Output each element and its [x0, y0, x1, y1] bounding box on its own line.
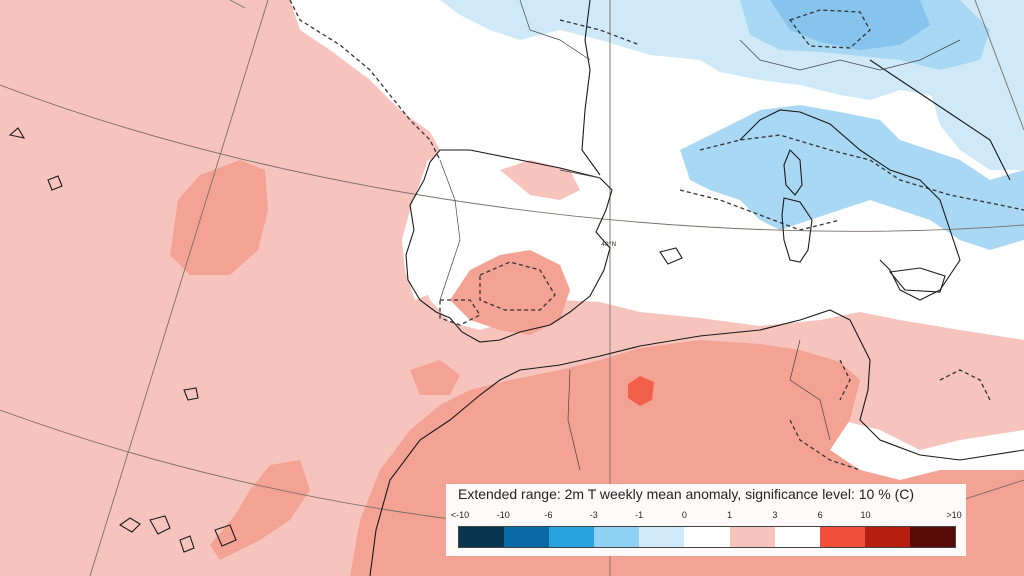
coastline-corsica — [783, 149, 803, 196]
coastline-france — [581, 0, 601, 176]
warm-anomaly-canaries — [210, 460, 310, 560]
legend-swatch — [459, 527, 505, 547]
coastlines — [8, 0, 1024, 576]
significance-contour — [289, 0, 441, 161]
border — [439, 159, 461, 301]
graticule-line — [974, 0, 1024, 131]
legend-tick-label: -1 — [635, 510, 644, 520]
significance-contour — [699, 134, 1024, 211]
legend: Extended range: 2m T weekly mean anomaly… — [446, 484, 966, 556]
coastline-sardinia — [781, 197, 813, 263]
legend-tick-label: 0 — [681, 510, 687, 520]
significance-contour — [679, 189, 841, 231]
coastline-italy — [739, 109, 961, 301]
significance-contour — [439, 299, 481, 326]
border — [559, 169, 601, 179]
warm-anomaly-sahara-spot — [628, 376, 654, 406]
legend-tick-label: <-10 — [450, 510, 470, 520]
legend-swatch — [549, 527, 595, 547]
legend-swatch — [774, 527, 820, 547]
latitude-label: 40°N — [601, 241, 616, 248]
coastline-north-africa — [369, 309, 1024, 576]
cold-anomaly-core — [770, 0, 930, 50]
legend-swatch — [729, 527, 775, 547]
coastline-iberia — [405, 149, 613, 343]
legend-tick-label: >10 — [946, 510, 962, 520]
coastline-azores — [8, 127, 199, 401]
significance-contour — [479, 261, 556, 311]
legend-tick-label: -3 — [589, 510, 598, 520]
legend-color-bar — [458, 526, 956, 548]
significance-contours — [289, 0, 1024, 471]
coastline-sicily — [888, 267, 946, 293]
legend-title: Extended range: 2m T weekly mean anomaly… — [458, 486, 915, 502]
country-borders — [439, 0, 961, 471]
border — [739, 39, 961, 71]
legend-tick-label: 10 — [860, 510, 871, 520]
coastline-canaries — [118, 515, 237, 553]
legend-tick-label: -10 — [496, 510, 510, 520]
warm-anomaly-atlas — [410, 360, 460, 395]
border — [567, 369, 581, 471]
legend-tick-label: 6 — [817, 510, 823, 520]
border — [519, 0, 591, 61]
border — [789, 339, 831, 441]
legend-swatch — [639, 527, 685, 547]
warm-anomaly-atlantic-west — [170, 160, 268, 275]
graticule-line — [89, 0, 269, 576]
legend-swatch — [684, 527, 730, 547]
legend-ticks: <-10 -10 -6 -3 -1 0 1 3 6 10 >10 — [446, 510, 966, 524]
legend-swatch — [819, 527, 865, 547]
coastline-balkans — [869, 59, 1011, 181]
legend-tick-label: -6 — [544, 510, 553, 520]
graticule-line — [229, 0, 246, 9]
cold-anomaly-italy-med — [680, 105, 1024, 250]
coastline-balearics — [659, 247, 683, 265]
legend-swatch — [864, 527, 910, 547]
significance-contour — [788, 9, 871, 49]
graticule-line — [0, 84, 1024, 232]
legend-swatch — [504, 527, 550, 547]
cold-anomaly-balkans — [930, 80, 1024, 170]
legend-swatch — [594, 527, 640, 547]
legend-swatch — [909, 527, 956, 547]
legend-tick-label: 1 — [727, 510, 733, 520]
legend-tick-label: 3 — [772, 510, 778, 520]
significance-contour — [839, 359, 851, 401]
